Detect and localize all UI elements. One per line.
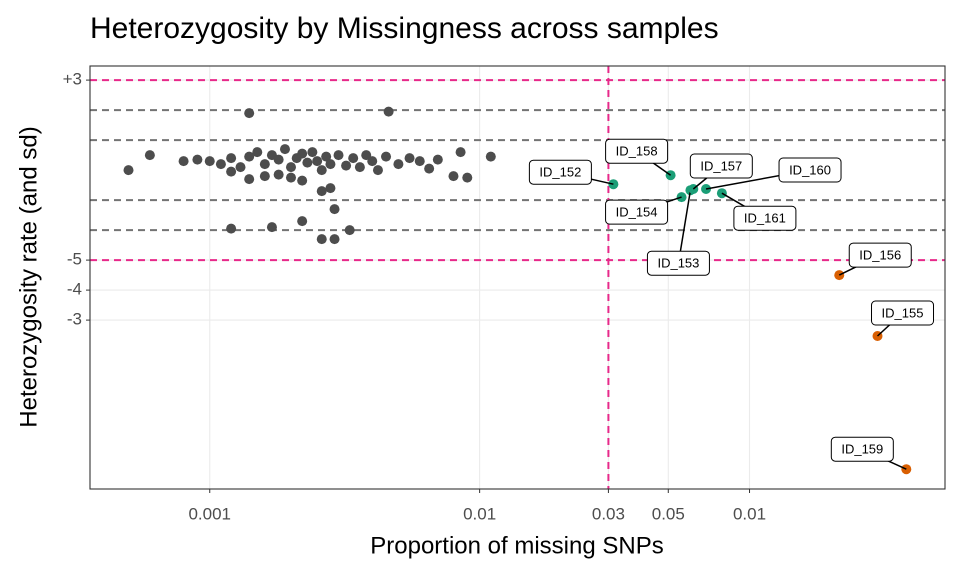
- point: [432, 154, 443, 165]
- label-box: [528, 159, 592, 185]
- point: [341, 160, 352, 171]
- point: [462, 172, 473, 183]
- point: [344, 225, 355, 236]
- point-label: ID_152: [539, 165, 581, 180]
- point: [297, 148, 308, 159]
- point-label: ID_157: [700, 158, 742, 173]
- point-label: ID_159: [841, 442, 883, 457]
- point: [144, 150, 155, 161]
- label-box: [848, 242, 912, 268]
- x-axis-label: Proportion of missing SNPs: [370, 532, 663, 559]
- point: [123, 165, 134, 176]
- point: [244, 108, 255, 119]
- point: [273, 154, 284, 165]
- y-tick-label: -4: [67, 280, 82, 299]
- point: [354, 162, 365, 173]
- x-tick-label: 0.001: [188, 504, 231, 523]
- point: [252, 147, 263, 158]
- x-tick-label: 0.05: [652, 504, 685, 523]
- point: [316, 234, 327, 245]
- point: [455, 147, 466, 158]
- point-label: ID_161: [744, 211, 786, 226]
- x-tick-label: 0.01: [733, 504, 766, 523]
- label-box: [830, 436, 894, 462]
- label-box: [605, 138, 669, 164]
- label-box: [733, 205, 797, 231]
- point: [204, 156, 215, 167]
- point: [485, 151, 496, 162]
- point: [424, 163, 435, 174]
- point-label: ID_156: [859, 248, 901, 263]
- point: [215, 159, 226, 170]
- x-tick-label: 0.01: [463, 504, 496, 523]
- point: [244, 151, 255, 162]
- label-box: [605, 199, 669, 225]
- point: [244, 174, 255, 185]
- point: [226, 223, 237, 234]
- chart-title: Heterozygosity by Missingness across sam…: [90, 12, 719, 45]
- point: [273, 169, 284, 180]
- point: [372, 165, 383, 176]
- y-axis-label: Heterozygosity rate (and sd): [15, 126, 42, 427]
- label-box: [689, 153, 753, 179]
- point: [325, 159, 336, 170]
- point: [259, 171, 270, 182]
- point-label: ID_158: [616, 144, 658, 159]
- point: [316, 186, 327, 197]
- point: [325, 183, 336, 194]
- point: [329, 204, 340, 215]
- y-tick-label: +3: [63, 70, 82, 89]
- point: [266, 222, 277, 233]
- point: [348, 153, 359, 164]
- y-tick-label: -5: [67, 250, 82, 269]
- point: [259, 159, 270, 170]
- point: [393, 159, 404, 170]
- point: [383, 106, 394, 117]
- label-box: [871, 300, 935, 326]
- point: [367, 156, 378, 167]
- label-box: [778, 157, 842, 183]
- point: [297, 175, 308, 186]
- point-label: ID_153: [657, 256, 699, 271]
- point: [333, 150, 344, 161]
- point: [312, 156, 323, 167]
- point: [297, 216, 308, 227]
- point-label: ID_155: [882, 305, 924, 320]
- point: [285, 172, 296, 183]
- point-label: ID_154: [616, 205, 658, 220]
- x-tick-label: 0.03: [592, 504, 625, 523]
- point: [316, 165, 327, 176]
- point: [178, 156, 189, 167]
- point: [226, 153, 237, 164]
- y-tick-label: -3: [67, 310, 82, 329]
- point: [404, 153, 415, 164]
- point: [285, 162, 296, 173]
- point: [321, 151, 332, 162]
- point: [226, 166, 237, 177]
- plot-border: [89, 65, 946, 490]
- point: [329, 234, 340, 245]
- point: [414, 156, 425, 167]
- point: [302, 157, 313, 168]
- label-box: [646, 250, 710, 276]
- point: [279, 144, 290, 155]
- point: [307, 147, 318, 158]
- point: [192, 154, 203, 165]
- point: [235, 162, 246, 173]
- point: [381, 151, 392, 162]
- point-label: ID_160: [789, 162, 831, 177]
- point: [448, 171, 459, 182]
